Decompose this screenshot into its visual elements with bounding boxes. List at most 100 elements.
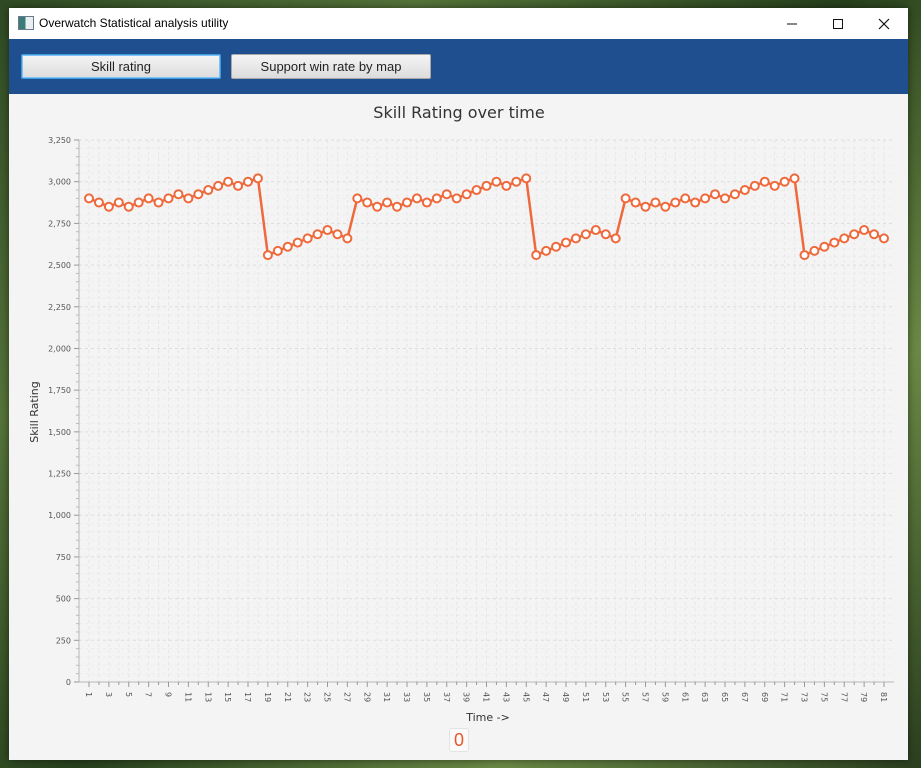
x-axis-label: Time -> bbox=[465, 711, 510, 724]
x-tick-label: 29 bbox=[362, 692, 371, 702]
data-point bbox=[670, 197, 681, 208]
data-point bbox=[879, 233, 889, 244]
data-point bbox=[759, 176, 770, 187]
x-tick-label: 9 bbox=[164, 692, 173, 697]
toolbar: Skill rating Support win rate by map bbox=[9, 39, 908, 94]
maximize-icon bbox=[833, 18, 843, 29]
data-point bbox=[511, 176, 522, 187]
x-tick-label: 65 bbox=[720, 692, 729, 702]
x-tick-label: 7 bbox=[144, 692, 153, 697]
x-tick-label: 35 bbox=[422, 692, 431, 702]
x-tick-label: 51 bbox=[581, 692, 590, 702]
chart-axes: 0 250 500 750 1,000 1,250 1,500 1,750 2,000 2,250… bbox=[48, 136, 894, 702]
minimize-button[interactable] bbox=[769, 8, 815, 39]
data-point bbox=[769, 180, 780, 191]
x-tick-label: 47 bbox=[541, 692, 550, 702]
data-point bbox=[153, 197, 164, 208]
y-tick-label: 250 bbox=[56, 636, 71, 645]
data-point bbox=[819, 241, 830, 252]
support-win-rate-button[interactable]: Support win rate by map bbox=[231, 54, 431, 79]
data-point bbox=[392, 201, 403, 212]
data-point bbox=[531, 250, 542, 261]
data-point bbox=[779, 176, 790, 187]
x-tick-label: 5 bbox=[124, 692, 133, 697]
x-tick-label: 11 bbox=[183, 692, 192, 702]
data-point bbox=[113, 197, 124, 208]
data-point bbox=[332, 229, 343, 240]
data-point bbox=[451, 193, 462, 204]
x-tick-label: 69 bbox=[760, 692, 769, 702]
data-point bbox=[133, 197, 144, 208]
chart-title: Skill Rating over time bbox=[373, 103, 544, 122]
data-point bbox=[352, 193, 363, 204]
chart-grid bbox=[79, 139, 894, 683]
skill-rating-button[interactable]: Skill rating bbox=[21, 54, 221, 79]
data-point bbox=[630, 197, 641, 208]
x-tick-label: 61 bbox=[680, 692, 689, 702]
x-tick-label: 63 bbox=[700, 692, 709, 702]
data-point bbox=[461, 189, 472, 200]
x-tick-label: 73 bbox=[800, 692, 809, 702]
data-point bbox=[610, 233, 621, 244]
data-point bbox=[411, 193, 422, 204]
data-point bbox=[491, 176, 502, 187]
y-axis-label: Skill Rating bbox=[28, 381, 41, 442]
x-tick-label: 49 bbox=[561, 692, 570, 702]
data-point bbox=[471, 185, 482, 196]
x-tick-label: 71 bbox=[780, 692, 789, 702]
x-tick-label: 37 bbox=[442, 692, 451, 702]
x-tick-label: 19 bbox=[263, 692, 272, 702]
app-window-icon bbox=[18, 16, 34, 30]
data-point bbox=[163, 193, 174, 204]
data-point bbox=[749, 180, 760, 191]
data-point bbox=[173, 189, 184, 200]
data-point bbox=[501, 180, 512, 191]
data-point bbox=[252, 173, 263, 184]
data-point bbox=[551, 241, 562, 252]
data-point bbox=[809, 245, 820, 256]
data-point bbox=[590, 225, 601, 236]
x-tick-label: 1 bbox=[84, 692, 93, 697]
y-tick-label: 500 bbox=[56, 595, 71, 604]
x-tick-label: 53 bbox=[601, 692, 610, 702]
data-point bbox=[620, 193, 631, 204]
close-button[interactable] bbox=[861, 8, 907, 39]
data-point bbox=[839, 233, 850, 244]
x-tick-label: 75 bbox=[819, 692, 828, 702]
data-point bbox=[650, 197, 661, 208]
data-point bbox=[322, 225, 333, 236]
data-point bbox=[223, 176, 234, 187]
y-tick-label: 3,000 bbox=[48, 178, 71, 187]
title-bar[interactable]: Overwatch Statistical analysis utility bbox=[9, 8, 908, 39]
x-tick-label: 77 bbox=[839, 692, 848, 702]
app-window: Overwatch Statistical analysis utility S… bbox=[9, 8, 908, 760]
maximize-button[interactable] bbox=[815, 8, 861, 39]
skill-rating-chart: Skill Rating over time 0 250 500 750 1,000 1,… bbox=[28, 103, 894, 724]
data-point bbox=[243, 176, 253, 187]
data-point bbox=[233, 180, 244, 191]
data-point bbox=[680, 193, 691, 204]
x-tick-label: 27 bbox=[342, 692, 351, 702]
data-point bbox=[183, 193, 194, 204]
data-point bbox=[859, 225, 870, 236]
y-tick-label: 0 bbox=[66, 678, 71, 687]
data-point bbox=[829, 237, 840, 248]
y-tick-label: 2,000 bbox=[48, 344, 71, 353]
data-point bbox=[481, 180, 492, 191]
data-point bbox=[521, 173, 532, 184]
data-point bbox=[282, 241, 293, 252]
data-point bbox=[312, 229, 323, 240]
data-point bbox=[272, 245, 283, 256]
data-point bbox=[292, 237, 303, 248]
data-point bbox=[302, 233, 313, 244]
data-point bbox=[93, 197, 104, 208]
game-counter: 0 bbox=[449, 728, 469, 752]
data-point bbox=[203, 185, 214, 196]
y-tick-label: 1,750 bbox=[48, 386, 71, 395]
data-point bbox=[640, 201, 651, 212]
data-point bbox=[262, 250, 273, 261]
data-point bbox=[799, 250, 810, 261]
y-tick-label: 2,500 bbox=[48, 261, 71, 270]
data-point bbox=[372, 201, 383, 212]
minimize-icon bbox=[787, 23, 797, 24]
